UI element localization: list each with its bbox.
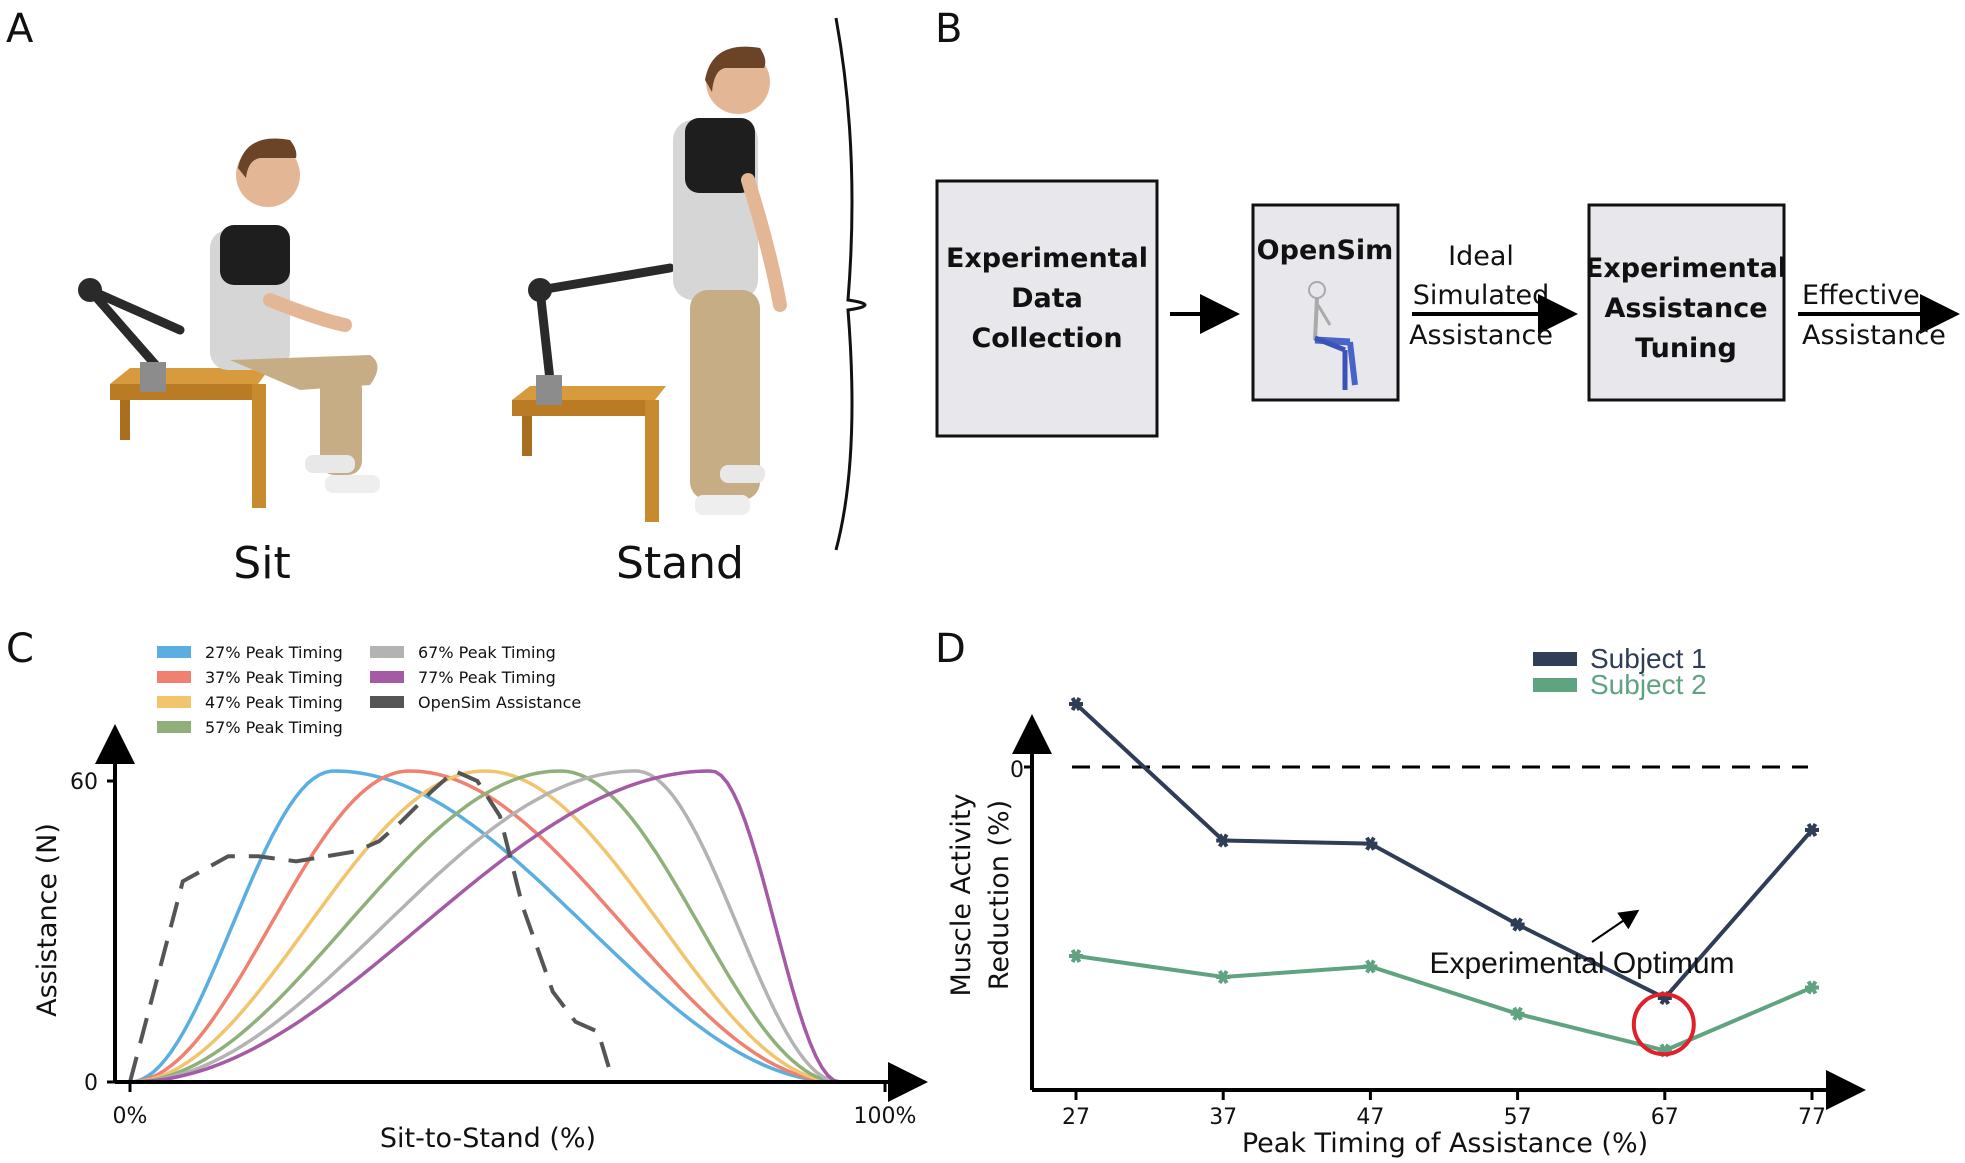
- stand-label: Stand: [616, 538, 744, 589]
- legend-label-57-peak-timing: 57% Peak Timing: [205, 718, 343, 737]
- legend-swatch-subject-1: [1533, 652, 1577, 666]
- chart-d-ylabel-line2: Reduction (%): [984, 800, 1015, 990]
- panel-letter-c: C: [6, 626, 34, 672]
- arrow1-line3: Assistance: [1409, 320, 1553, 351]
- data-point-subject-1-57: [1510, 917, 1525, 932]
- legend-swatch-opensim-assistance: [370, 696, 404, 708]
- y-tick-label-0: 0: [84, 1071, 98, 1096]
- x-tick-label-67: 67: [1651, 1105, 1679, 1130]
- arrow2-line1: Effective: [1802, 280, 1920, 311]
- data-point-subject-2-37: [1216, 969, 1231, 985]
- sit-photo: [78, 138, 380, 508]
- x-tick-label-100: 100%: [854, 1104, 917, 1129]
- optimum-circle: [1631, 992, 1696, 1057]
- legend-label-37-peak-timing: 37% Peak Timing: [205, 668, 343, 687]
- chart-c-ylabel: Assistance (N): [32, 823, 63, 1017]
- chart-d-ylabel-line1: Muscle Activity: [946, 793, 977, 996]
- chart-d-annotation: Experimental Optimum: [1429, 909, 1735, 1057]
- chart-c-ticks: 0 60 0% 100%: [70, 770, 916, 1129]
- legend-swatch-subject-2: [1533, 678, 1577, 692]
- series-line-37-peak-timing: [129, 769, 882, 1084]
- series-line-77-peak-timing: [129, 769, 882, 1084]
- legend-label-subject-2: Subject 2: [1590, 669, 1707, 700]
- flow-arrow-3-group: Effective Assistance: [1798, 280, 1960, 351]
- skeleton-model-icon: [1308, 281, 1358, 390]
- flow-arrow-2-group: Ideal Simulated Assistance: [1409, 241, 1578, 351]
- y-tick-label-60: 60: [70, 770, 98, 795]
- panel-letter-b: B: [935, 6, 962, 52]
- data-point-subject-2-27: [1069, 948, 1083, 964]
- legend-label-77-peak-timing: 77% Peak Timing: [418, 668, 556, 687]
- series-line-opensim-assistance: [128, 768, 885, 1084]
- arrow1-line1: Ideal: [1448, 241, 1514, 272]
- chart-d-xlabel: Peak Timing of Assistance (%): [1242, 1128, 1648, 1159]
- x-tick-label-27: 27: [1062, 1105, 1090, 1130]
- legend-label-67-peak-timing: 67% Peak Timing: [418, 643, 556, 662]
- box3-line2: Assistance: [1604, 293, 1767, 324]
- flow-box-opensim: OpenSim: [1251, 203, 1400, 402]
- chart-c-lines: [128, 768, 885, 1084]
- x-tick-label-37: 37: [1209, 1105, 1237, 1130]
- x-tick-label-57: 57: [1504, 1105, 1532, 1130]
- sit-label: Sit: [233, 538, 290, 589]
- optimum-label: Experimental Optimum: [1429, 947, 1734, 980]
- data-point-subject-1-47: [1363, 836, 1378, 851]
- legend-swatch-57-peak-timing: [157, 721, 191, 733]
- box3-line1: Experimental: [1585, 253, 1787, 284]
- legend-label-opensim-assistance: OpenSim Assistance: [418, 693, 581, 712]
- data-point-subject-1-37: [1216, 833, 1231, 848]
- x-tick-label-77: 77: [1798, 1105, 1826, 1130]
- data-point-subject-1-27: [1069, 696, 1083, 712]
- data-point-subject-2-47: [1363, 959, 1378, 974]
- optimum-arrow: [1591, 909, 1640, 943]
- series-line-67-peak-timing: [129, 769, 882, 1084]
- series-line-47-peak-timing: [129, 769, 882, 1084]
- box1-line2: Data: [1011, 283, 1083, 314]
- legend-swatch-37-peak-timing: [157, 671, 191, 683]
- x-tick-label-0: 0%: [113, 1104, 148, 1129]
- legend-label-47-peak-timing: 47% Peak Timing: [205, 693, 343, 712]
- legend-swatch-27-peak-timing: [157, 646, 191, 658]
- legend-label-subject-1: Subject 1: [1590, 643, 1707, 674]
- legend-swatch-77-peak-timing: [370, 671, 404, 683]
- box3-line3: Tuning: [1635, 333, 1737, 364]
- panel-letter-a: A: [6, 6, 34, 52]
- data-point-subject-2-57: [1510, 1006, 1525, 1021]
- panel-letter-d: D: [935, 626, 966, 672]
- series-line-57-peak-timing: [129, 769, 882, 1084]
- data-point-subject-1-77: [1805, 822, 1819, 838]
- box1-line1: Experimental: [946, 243, 1148, 274]
- legend-label-27-peak-timing: 27% Peak Timing: [205, 643, 343, 662]
- chart-d-ylabel: Muscle Activity Reduction (%): [946, 793, 1015, 996]
- data-point-subject-2-77: [1805, 980, 1819, 995]
- chart-c-legend: 27% Peak Timing 37% Peak Timing 47% Peak T…: [157, 643, 581, 737]
- chart-d-ticks: 27 37 47 57 67 77 0: [1010, 758, 1826, 1130]
- series-line-27-peak-timing: [129, 769, 882, 1084]
- flow-box-experimental-assistance-tuning: Experimental Assistance Tuning: [1585, 203, 1787, 402]
- flow-box-experimental-data-collection: Experimental Data Collection: [935, 179, 1159, 438]
- right-brace: [834, 17, 867, 551]
- series-line-subject-1: [1074, 702, 1814, 1001]
- box1-line3: Collection: [971, 323, 1122, 354]
- y-tick-label-0: 0: [1010, 758, 1024, 783]
- chart-d-lines: [1069, 696, 1819, 1058]
- x-tick-label-47: 47: [1356, 1105, 1384, 1130]
- chart-c: 27% Peak Timing 37% Peak Timing 47% Peak T…: [32, 643, 928, 1154]
- stand-photo: [512, 46, 787, 522]
- arrow2-line2: Assistance: [1802, 320, 1946, 351]
- chart-c-xlabel: Sit-to-Stand (%): [380, 1123, 596, 1154]
- box2-title: OpenSim: [1257, 235, 1394, 266]
- legend-swatch-47-peak-timing: [157, 696, 191, 708]
- arrow1-line2: Simulated: [1413, 280, 1549, 311]
- legend-swatch-67-peak-timing: [370, 646, 404, 658]
